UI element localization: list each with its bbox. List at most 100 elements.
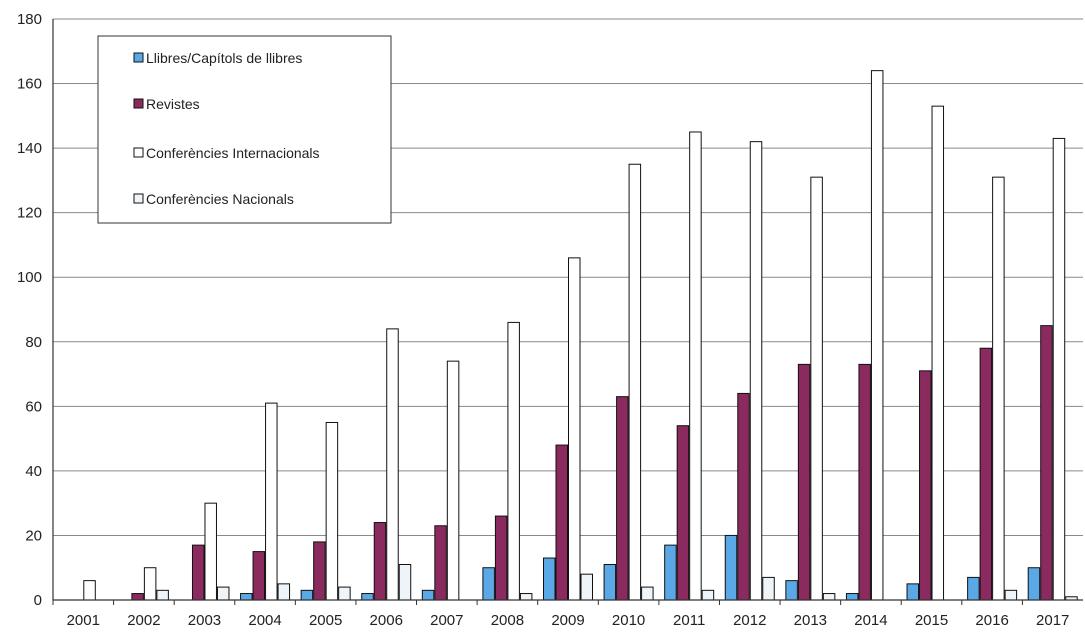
legend-label: Llibres/Capítols de llibres	[146, 50, 302, 66]
y-tick-label: 120	[17, 205, 42, 222]
bar-2006-s1	[361, 593, 374, 601]
bar-2015-s3	[931, 105, 945, 601]
bar-2012-s4	[762, 576, 775, 601]
x-tick-label: 2014	[854, 612, 887, 629]
x-tick-label: 2015	[915, 612, 948, 629]
bar-2002-s4	[156, 589, 169, 601]
bar-2016-s1	[967, 576, 980, 601]
bar-2004-s3	[265, 402, 278, 601]
x-tick-label: 2002	[127, 612, 160, 629]
bar-2012-s2	[737, 392, 750, 601]
y-tick-label: 0	[34, 592, 42, 609]
y-tick-label: 140	[17, 140, 42, 157]
bar-2013-s3	[810, 176, 823, 601]
bar-2008-s3	[507, 321, 520, 601]
x-tick-label: 2012	[733, 612, 766, 629]
x-tick-label: 2003	[188, 612, 221, 629]
y-tick-label: 20	[25, 527, 42, 544]
bar-2014-s2	[858, 363, 871, 601]
bar-2006-s2	[373, 522, 387, 601]
bar-2013-s2	[797, 363, 811, 601]
x-tick-label: 2011	[673, 612, 705, 629]
x-tick-label: 2010	[612, 612, 645, 629]
bar-2005-s1	[300, 589, 314, 601]
bar-2008-s4	[519, 593, 533, 601]
bar-2013-s1	[785, 580, 798, 601]
bar-2008-s1	[482, 567, 495, 601]
bar-2016-s4	[1004, 589, 1018, 601]
bar-2003-s3	[204, 502, 217, 601]
y-tick-label: 80	[25, 334, 42, 351]
x-tick-label: 2004	[248, 612, 281, 629]
bar-2014-s1	[845, 593, 859, 601]
legend: Llibres/Capítols de llibres Revistes Confe…	[97, 35, 392, 224]
legend-swatch	[133, 52, 144, 63]
x-tick-label: 2016	[975, 612, 1008, 629]
bar-2001-s3	[83, 580, 96, 601]
y-tick-label: 160	[17, 76, 42, 93]
bar-2007-s1	[421, 589, 435, 601]
bar-2003-s4	[216, 586, 230, 601]
x-tick-label: 2007	[430, 612, 463, 629]
bar-2004-s1	[240, 593, 253, 601]
bar-2009-s4	[580, 573, 593, 601]
bar-2005-s3	[325, 421, 339, 601]
y-tick-label: 180	[17, 11, 42, 28]
bar-2009-s3	[568, 257, 581, 601]
bar-2016-s2	[979, 347, 993, 601]
bar-2015-s2	[919, 370, 932, 601]
bar-2010-s1	[603, 563, 617, 601]
bar-2010-s3	[628, 163, 642, 601]
legend-swatch	[133, 98, 144, 109]
legend-box	[97, 35, 392, 224]
bar-2011-s3	[689, 131, 702, 601]
bar-2008-s2	[494, 515, 508, 601]
bar-2017-s2	[1040, 325, 1053, 601]
bar-2012-s1	[724, 534, 738, 601]
bar-2007-s3	[446, 360, 460, 601]
x-tick-label: 2017	[1036, 612, 1069, 629]
bar-2015-s1	[906, 583, 920, 601]
bar-2007-s2	[434, 525, 447, 601]
x-tick-label: 2005	[309, 612, 342, 629]
bar-2004-s2	[252, 551, 266, 601]
x-tick-label: 2008	[491, 612, 524, 629]
bar-2009-s2	[555, 444, 568, 601]
x-tick-label: 2013	[794, 612, 827, 629]
bar-2005-s2	[313, 541, 326, 601]
bar-2011-s4	[701, 589, 715, 601]
x-tick-label: 2001	[67, 612, 100, 629]
bar-2009-s1	[543, 557, 556, 601]
legend-label: Revistes	[146, 96, 200, 112]
bar-2014-s3	[870, 70, 884, 601]
bar-2006-s4	[398, 563, 412, 601]
bar-2017-s1	[1027, 567, 1041, 601]
legend-label: Conferències Nacionals	[146, 191, 294, 207]
bar-2004-s4	[277, 583, 291, 601]
legend-label: Conferències Internacionals	[146, 145, 320, 161]
bar-2006-s3	[386, 328, 399, 601]
x-axis-ticks: 2001 2002 2003 2004 2005 2006 2007 2008 2009 2010…	[52, 600, 1069, 629]
bar-2011-s1	[664, 544, 677, 601]
bar-2013-s4	[822, 593, 836, 601]
bar-2003-s2	[191, 544, 205, 601]
bar-2016-s3	[992, 176, 1005, 601]
bar-2010-s4	[641, 586, 654, 601]
bar-2017-s3	[1052, 137, 1066, 601]
bar-2002-s2	[131, 593, 144, 601]
bar-2005-s4	[338, 586, 351, 601]
y-tick-label: 40	[25, 463, 42, 480]
legend-swatch	[133, 193, 144, 204]
axes	[52, 19, 1083, 601]
y-tick-label: 60	[25, 398, 42, 415]
x-tick-label: 2009	[551, 612, 584, 629]
bar-2011-s2	[676, 425, 690, 601]
y-tick-label: 100	[17, 269, 42, 286]
x-tick-label: 2006	[370, 612, 403, 629]
bar-2002-s3	[143, 567, 157, 601]
bar-2012-s3	[749, 141, 763, 601]
legend-swatch	[133, 147, 144, 158]
bar-2010-s2	[616, 396, 629, 601]
